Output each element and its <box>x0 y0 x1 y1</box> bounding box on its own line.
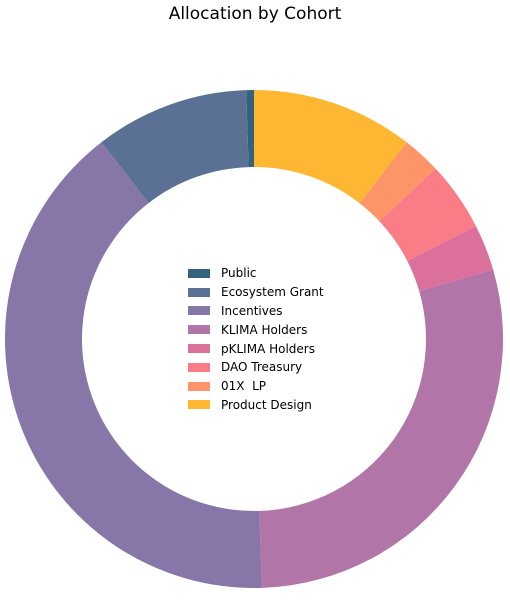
chart-legend: Public Ecosystem Grant Incentives KLIMA Hol… <box>188 264 324 414</box>
legend-item: pKLIMA Holders <box>188 339 324 358</box>
legend-swatch <box>188 381 210 391</box>
chart-title: Allocation by Cohort <box>168 4 342 24</box>
legend-item: Ecosystem Grant <box>188 283 324 302</box>
slice-ecosystem-grant <box>101 90 249 204</box>
legend-swatch <box>188 325 210 335</box>
legend-item: DAO Treasury <box>188 358 324 377</box>
legend-item: Incentives <box>188 302 324 321</box>
legend-swatch <box>188 344 210 354</box>
legend-label: KLIMA Holders <box>221 322 308 337</box>
slice-incentives <box>5 142 262 588</box>
legend-label: Incentives <box>221 303 283 318</box>
legend-item: KLIMA Holders <box>188 320 324 339</box>
legend-label: Public <box>221 266 257 281</box>
legend-swatch <box>188 268 210 278</box>
legend-label: Product Design <box>221 397 312 412</box>
legend-label: 01X LP <box>221 379 267 394</box>
slice-klima-holders <box>259 269 504 588</box>
legend-swatch <box>188 306 210 316</box>
legend-label: pKLIMA Holders <box>221 341 315 356</box>
slice-pklima-holders <box>407 225 494 292</box>
slice-dao-treasury <box>379 168 476 261</box>
slice-product-design <box>254 90 407 204</box>
slice-public <box>246 90 254 168</box>
legend-label: Ecosystem Grant <box>221 285 324 300</box>
legend-swatch <box>188 362 210 372</box>
legend-item: Product Design <box>188 396 324 415</box>
legend-item: 01X LP <box>188 377 324 396</box>
legend-swatch <box>188 400 210 410</box>
legend-label: DAO Treasury <box>221 360 303 375</box>
legend-item: Public <box>188 264 324 283</box>
legend-swatch <box>188 287 210 297</box>
slice-01x-lp <box>359 142 436 222</box>
